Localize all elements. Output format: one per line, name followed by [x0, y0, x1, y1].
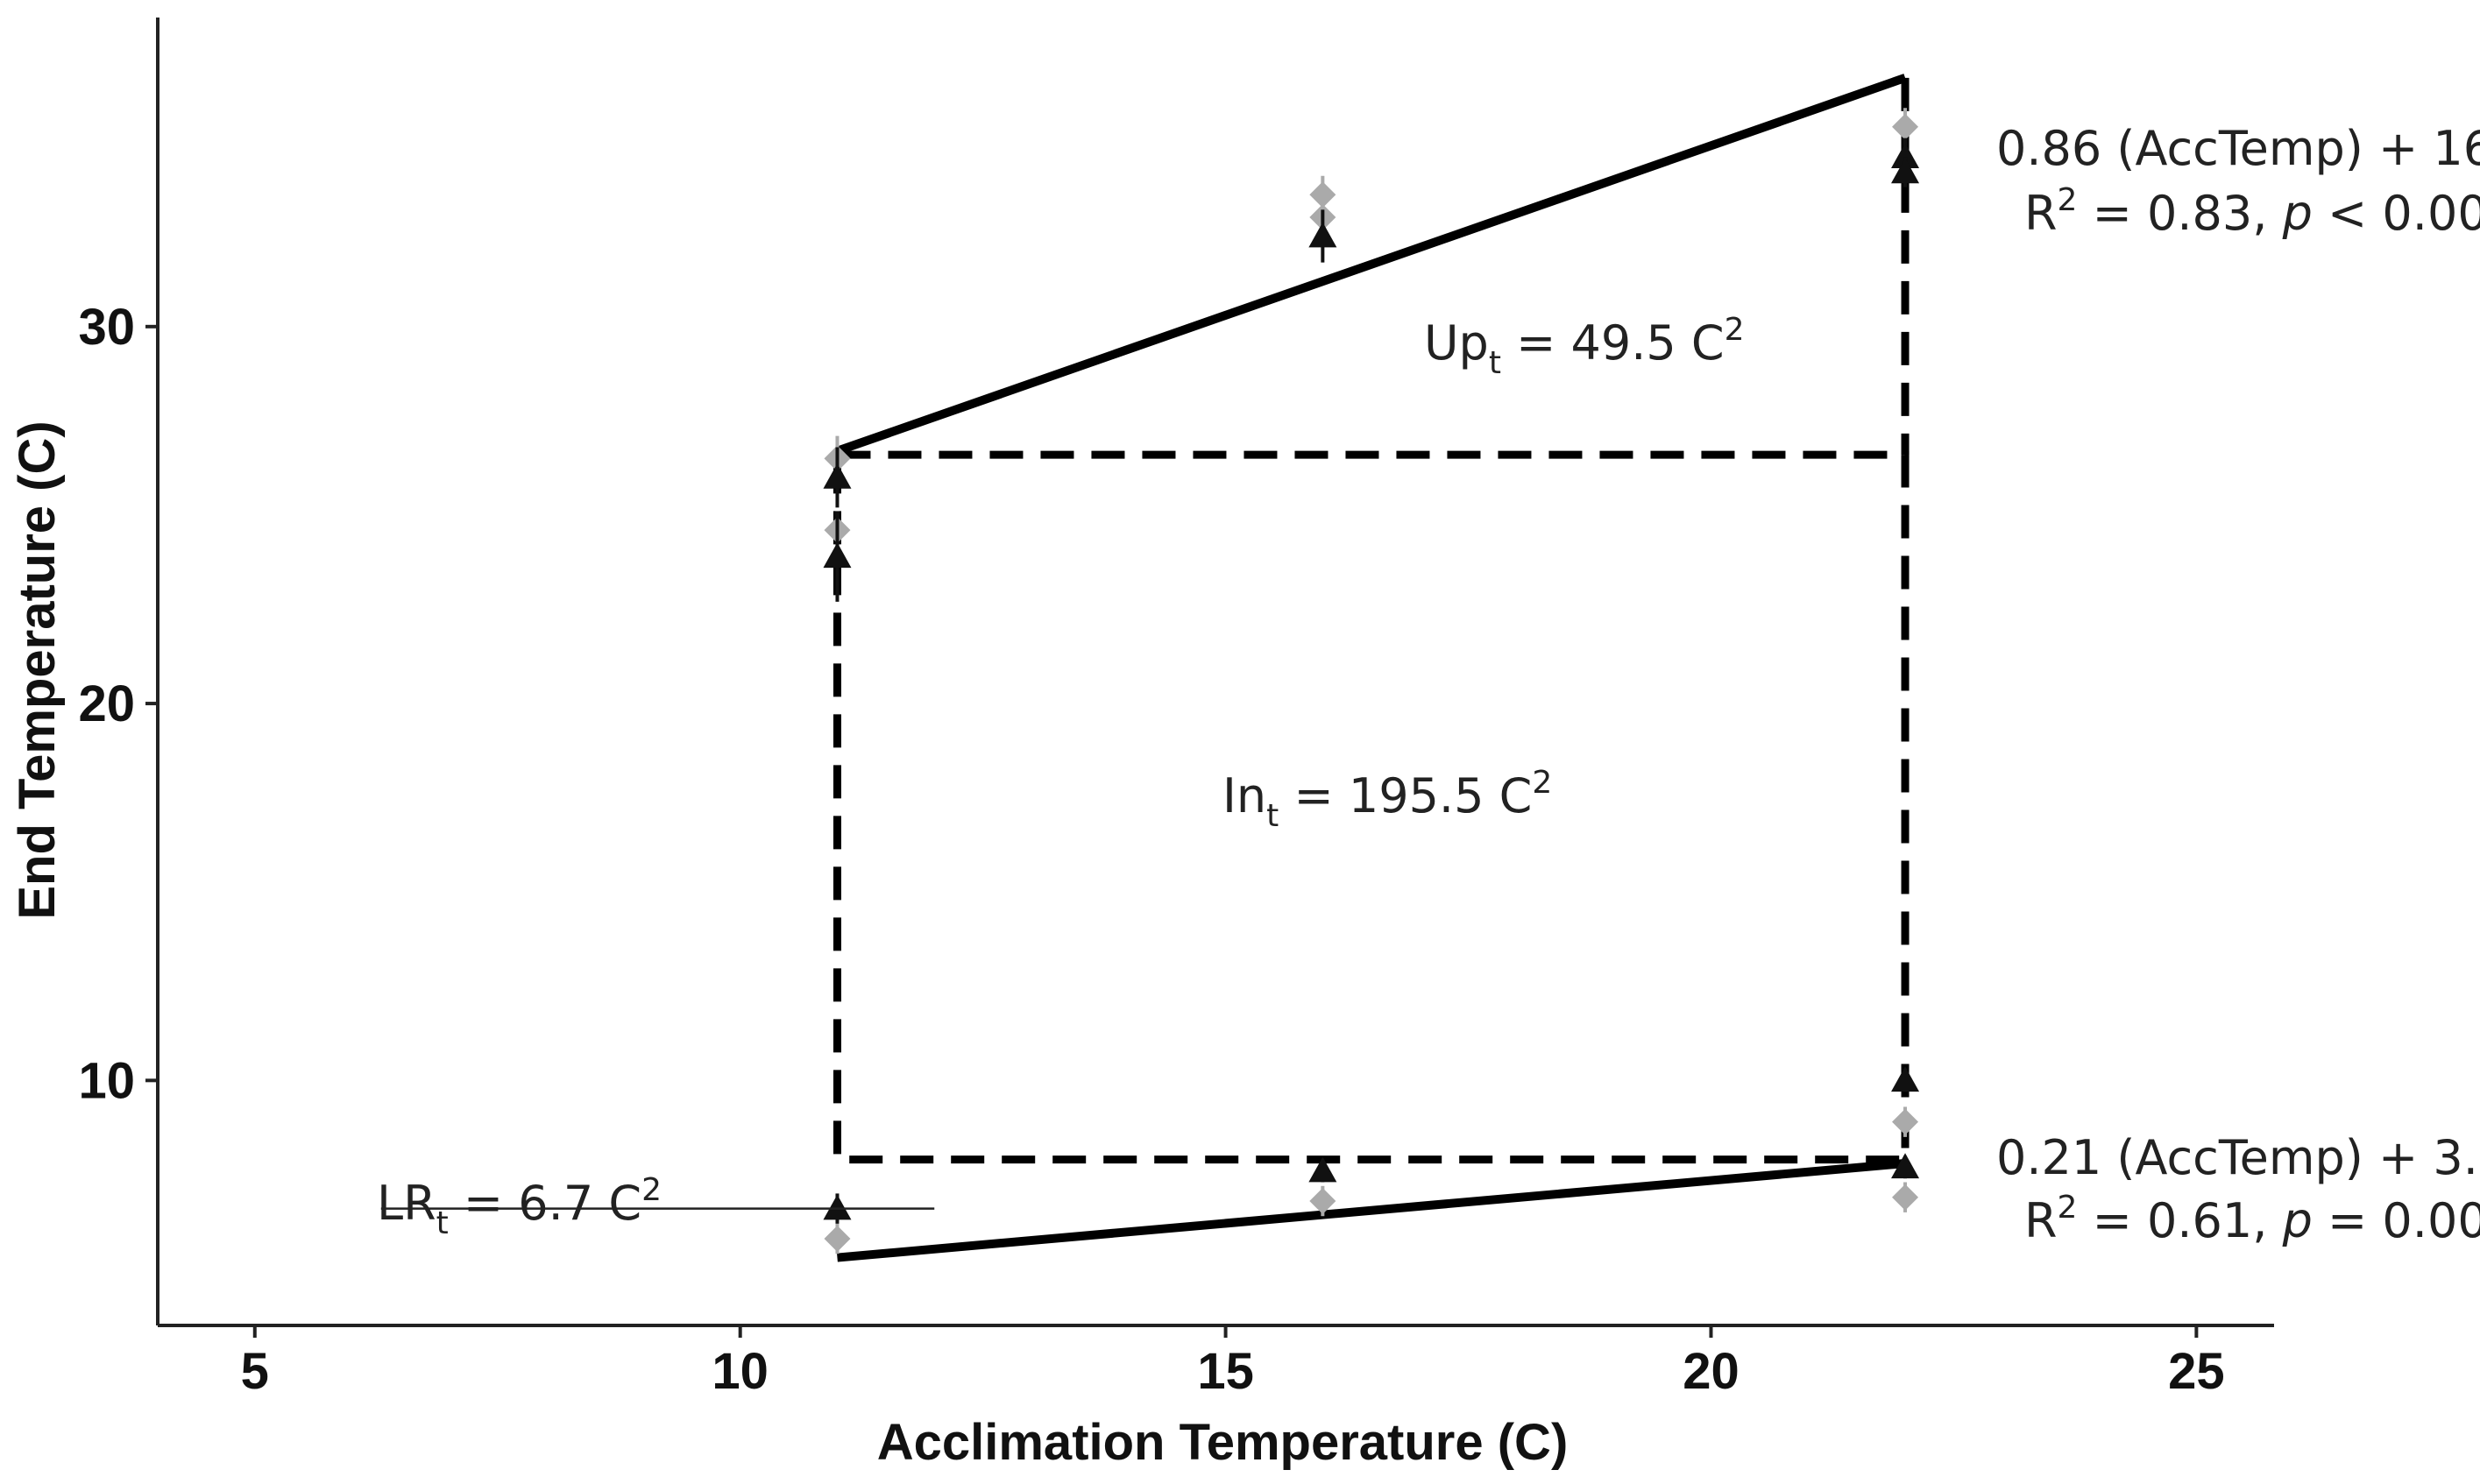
in-area-sup: 2 — [1532, 765, 1552, 801]
lr-area-value: = 6.7 C — [449, 1176, 641, 1231]
up-area-main: Up — [1424, 315, 1489, 371]
upper-r2-sup: 2 — [2058, 182, 2078, 218]
triangle-point — [823, 1194, 852, 1220]
up-area-sub: t — [1489, 345, 1501, 381]
x-tick-label: 15 — [1197, 1343, 1254, 1400]
lower-r2-sup: 2 — [2058, 1190, 2078, 1226]
lower-equation: 0.21 (AccTemp) + 3.71 — [1996, 1130, 2480, 1185]
x-tick-label: 5 — [241, 1343, 269, 1400]
fit-lines — [835, 74, 1907, 1262]
data-points — [823, 108, 1920, 1254]
diamond-point — [1892, 1184, 1919, 1211]
y-tick-label: 10 — [78, 1052, 135, 1109]
lower-r2-value: = 0.61, — [2077, 1193, 2282, 1248]
triangle-point — [1308, 222, 1337, 248]
lr-area-label: LRt = 6.7 C2 — [377, 1172, 662, 1241]
inner-area-rectangle — [833, 450, 1910, 1164]
triangle-point — [1891, 1153, 1920, 1179]
diamond-point — [1309, 181, 1336, 208]
ticks: 5 10 15 20 25 10 20 30 — [78, 299, 2224, 1400]
lower-equation-text: 0.21 (AccTemp) + 3.71 — [1996, 1130, 2480, 1185]
y-tick-label: 30 — [78, 299, 135, 356]
y-axis-title: End Temperature (C) — [9, 420, 66, 919]
in-area-value: = 195.5 C — [1279, 768, 1532, 823]
upper-equation-stats: R2 = 0.83, p < 0.001 — [2024, 182, 2480, 241]
upper-r2-label: R — [2024, 186, 2058, 241]
diamond-point — [824, 1226, 851, 1253]
lr-area-main: LR — [377, 1176, 436, 1231]
triangle-point — [1891, 158, 1920, 184]
lower-p-label: p — [2282, 1193, 2313, 1248]
lower-fit-line — [837, 1159, 1906, 1262]
in-area-main: In — [1222, 768, 1266, 823]
diamond-point — [1892, 113, 1919, 140]
upper-equation: 0.86 (AccTemp) + 16.9 — [1996, 121, 2480, 176]
x-axis-title: Acclimation Temperature (C) — [877, 1414, 1569, 1471]
x-tick-label: 10 — [712, 1343, 769, 1400]
up-area-value: = 49.5 C — [1501, 315, 1725, 371]
upper-p-value: < 0.001 — [2313, 186, 2480, 241]
triangle-point — [1308, 1156, 1337, 1183]
up-area-label: Upt = 49.5 C2 — [1424, 312, 1745, 381]
triangle-point — [1891, 1066, 1920, 1092]
x-tick-label: 25 — [2168, 1343, 2225, 1400]
upper-p-label: p — [2282, 186, 2313, 241]
up-area-sup: 2 — [1725, 312, 1745, 348]
y-tick-label: 20 — [78, 675, 135, 732]
upper-r2-value: = 0.83, — [2077, 186, 2282, 241]
lower-r2-label: R — [2024, 1193, 2058, 1248]
lr-area-sup: 2 — [641, 1172, 662, 1208]
triangle-point — [823, 542, 852, 569]
lower-p-value: = 0.003 — [2313, 1193, 2480, 1248]
upper-fit-line — [835, 74, 1907, 456]
lr-area-sub: t — [436, 1205, 449, 1241]
triangle-point — [1891, 143, 1920, 168]
dashed-region — [833, 77, 1910, 1164]
diamond-point — [1892, 1108, 1919, 1135]
diamond-point — [1309, 1188, 1336, 1215]
upper-equation-text: 0.86 (AccTemp) + 16.9 — [1996, 121, 2480, 176]
x-tick-label: 20 — [1683, 1343, 1740, 1400]
axes — [156, 18, 2274, 1327]
in-area-sub: t — [1266, 798, 1279, 834]
in-area-label: Int = 195.5 C2 — [1222, 765, 1552, 834]
lower-equation-stats: R2 = 0.61, p = 0.003 — [2024, 1190, 2480, 1248]
triangle-point — [823, 463, 852, 489]
